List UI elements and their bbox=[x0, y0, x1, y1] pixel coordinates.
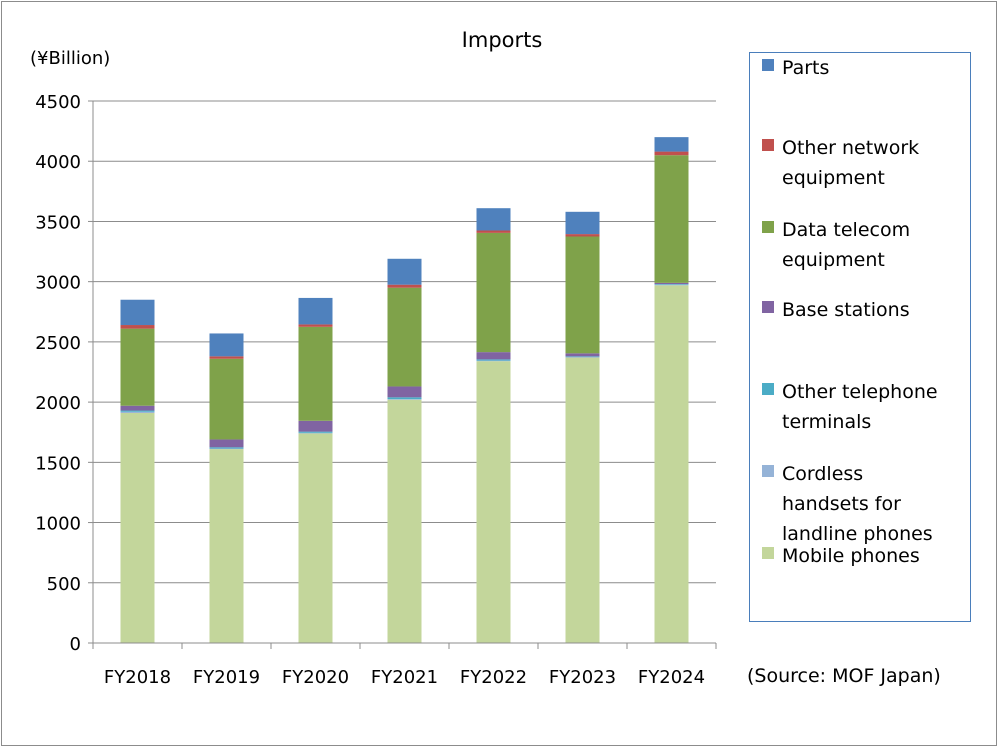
legend-label: Parts bbox=[782, 57, 830, 79]
bar-segment bbox=[120, 325, 155, 329]
chart-title: Imports bbox=[462, 28, 543, 52]
bar-segment bbox=[387, 287, 422, 387]
bar-segment bbox=[476, 352, 511, 360]
bar-segment bbox=[476, 361, 511, 643]
x-tick-label: FY2021 bbox=[371, 667, 438, 688]
bar-segment bbox=[387, 397, 422, 400]
bar-segment bbox=[476, 359, 511, 361]
legend-swatch bbox=[762, 301, 774, 313]
legend-swatch bbox=[762, 59, 774, 71]
bar-segment bbox=[209, 358, 244, 440]
bar-segment bbox=[387, 258, 422, 285]
bar-segment bbox=[120, 411, 155, 413]
y-tick-label: 1500 bbox=[35, 453, 81, 474]
bar-segment bbox=[209, 449, 244, 643]
bar-segment bbox=[120, 405, 155, 411]
y-tick-label: 2000 bbox=[35, 393, 81, 414]
bar-segment bbox=[476, 360, 511, 362]
bar-segment bbox=[298, 326, 333, 421]
y-tick-label: 0 bbox=[70, 634, 81, 655]
bar-segment bbox=[565, 234, 600, 237]
legend-label: Mobile phones bbox=[782, 545, 920, 567]
axes: 0 500 1000 1500 2000 2500 3000 3500 4000 4500 FY20… bbox=[35, 92, 717, 688]
legend-label: Other telephone terminals bbox=[782, 381, 938, 433]
bar-segment bbox=[298, 433, 333, 643]
legend-label: Cordless handsets for landline phones bbox=[782, 463, 933, 545]
bar-segment bbox=[120, 299, 155, 326]
bar-segment bbox=[209, 356, 244, 359]
bar-segment bbox=[209, 333, 244, 357]
bar-segment bbox=[654, 137, 689, 152]
bar-segment bbox=[120, 412, 155, 643]
bar-segment bbox=[476, 230, 511, 233]
y-unit-label: (¥Billion) bbox=[30, 48, 110, 69]
bar-segment bbox=[120, 328, 155, 406]
legend-label: Other network equipment bbox=[782, 137, 920, 189]
bar-segment bbox=[298, 324, 333, 327]
bar-segment bbox=[120, 410, 155, 412]
bar-segment bbox=[654, 285, 689, 643]
bar-segment bbox=[298, 420, 333, 432]
x-tick-label: FY2023 bbox=[549, 667, 616, 688]
bar-segment bbox=[654, 284, 689, 285]
y-tick-label: 4000 bbox=[35, 152, 81, 173]
bar-segment bbox=[387, 399, 422, 400]
y-tick-label: 3500 bbox=[35, 212, 81, 233]
bar-segment bbox=[387, 386, 422, 398]
bar-segment bbox=[654, 151, 689, 156]
bar-segment bbox=[565, 236, 600, 354]
y-tick-label: 1000 bbox=[35, 514, 81, 535]
bar-segment bbox=[209, 439, 244, 448]
legend: Parts Other network equipment Data telecom… bbox=[749, 52, 971, 622]
bar-segment bbox=[654, 282, 689, 285]
bar-segment bbox=[209, 448, 244, 450]
bar-segment bbox=[387, 399, 422, 643]
y-tick-label: 500 bbox=[47, 574, 81, 595]
bar-segment bbox=[565, 356, 600, 357]
bar-segment bbox=[387, 284, 422, 288]
bars bbox=[120, 137, 689, 643]
bar-segment bbox=[654, 284, 689, 286]
legend-swatch bbox=[762, 465, 774, 477]
bar-segment bbox=[565, 211, 600, 235]
legend-swatch bbox=[762, 221, 774, 233]
bar-segment bbox=[654, 155, 689, 283]
x-tick-label: FY2024 bbox=[638, 667, 705, 688]
bar-segment bbox=[298, 297, 333, 325]
legend-swatch bbox=[762, 139, 774, 151]
bar-segment bbox=[565, 356, 600, 358]
bar-segment bbox=[565, 353, 600, 357]
source-note: (Source: MOF Japan) bbox=[747, 665, 941, 687]
x-tick-label: FY2022 bbox=[460, 667, 527, 688]
bar-segment bbox=[476, 232, 511, 353]
bar-segment bbox=[298, 432, 333, 434]
bar-segment bbox=[476, 208, 511, 231]
y-tick-label: 3000 bbox=[35, 273, 81, 294]
legend-label: Base stations bbox=[782, 299, 910, 321]
bar-segment bbox=[565, 357, 600, 643]
bar-segment bbox=[298, 431, 333, 433]
legend-swatch bbox=[762, 383, 774, 395]
x-tick-label: FY2019 bbox=[193, 667, 260, 688]
x-tick-label: FY2018 bbox=[104, 667, 171, 688]
bar-segment bbox=[209, 447, 244, 449]
legend-swatch bbox=[762, 547, 774, 559]
legend-label: Data telecom equipment bbox=[782, 219, 911, 271]
y-tick-label: 2500 bbox=[35, 333, 81, 354]
x-tick-label: FY2020 bbox=[282, 667, 349, 688]
y-tick-label: 4500 bbox=[35, 92, 81, 113]
